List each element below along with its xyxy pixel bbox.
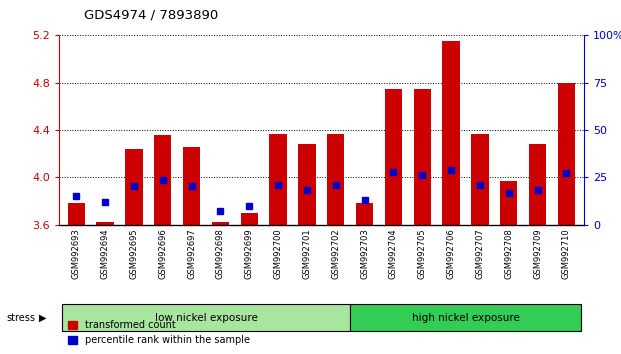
Bar	[558, 83, 575, 225]
Text: GSM992710: GSM992710	[562, 228, 571, 279]
Bar	[442, 41, 460, 225]
Bar	[68, 204, 85, 225]
Text: GSM992708: GSM992708	[504, 228, 514, 279]
Bar	[96, 222, 114, 225]
Text: GSM992704: GSM992704	[389, 228, 398, 279]
Text: GSM992702: GSM992702	[331, 228, 340, 279]
Text: GSM992703: GSM992703	[360, 228, 369, 279]
Bar	[154, 135, 171, 225]
Text: GSM992706: GSM992706	[446, 228, 456, 279]
Text: GSM992693: GSM992693	[72, 228, 81, 279]
Bar	[385, 88, 402, 225]
Text: GSM992698: GSM992698	[216, 228, 225, 279]
Text: low nickel exposure: low nickel exposure	[155, 313, 258, 323]
Text: GSM992705: GSM992705	[418, 228, 427, 279]
Bar	[270, 134, 287, 225]
Text: GSM992695: GSM992695	[129, 228, 138, 279]
Bar	[212, 222, 229, 225]
Bar	[500, 181, 517, 225]
Bar	[240, 213, 258, 225]
Text: GSM992700: GSM992700	[274, 228, 283, 279]
Text: GDS4974 / 7893890: GDS4974 / 7893890	[84, 9, 218, 22]
Text: GSM992694: GSM992694	[101, 228, 110, 279]
Bar	[298, 144, 315, 225]
Text: GSM992709: GSM992709	[533, 228, 542, 279]
Text: GSM992701: GSM992701	[302, 228, 312, 279]
Text: GSM992697: GSM992697	[187, 228, 196, 279]
Bar	[414, 88, 431, 225]
Bar	[125, 149, 143, 225]
Text: stress: stress	[6, 313, 35, 323]
Bar	[356, 204, 373, 225]
Text: GSM992699: GSM992699	[245, 228, 254, 279]
Bar	[529, 144, 546, 225]
Text: GSM992707: GSM992707	[476, 228, 484, 279]
Text: high nickel exposure: high nickel exposure	[412, 313, 519, 323]
Text: ▶: ▶	[39, 313, 46, 323]
Bar	[183, 147, 200, 225]
Bar	[327, 134, 345, 225]
Bar	[471, 134, 489, 225]
Text: GSM992696: GSM992696	[158, 228, 167, 279]
Legend: transformed count, percentile rank within the sample: transformed count, percentile rank withi…	[64, 316, 254, 349]
